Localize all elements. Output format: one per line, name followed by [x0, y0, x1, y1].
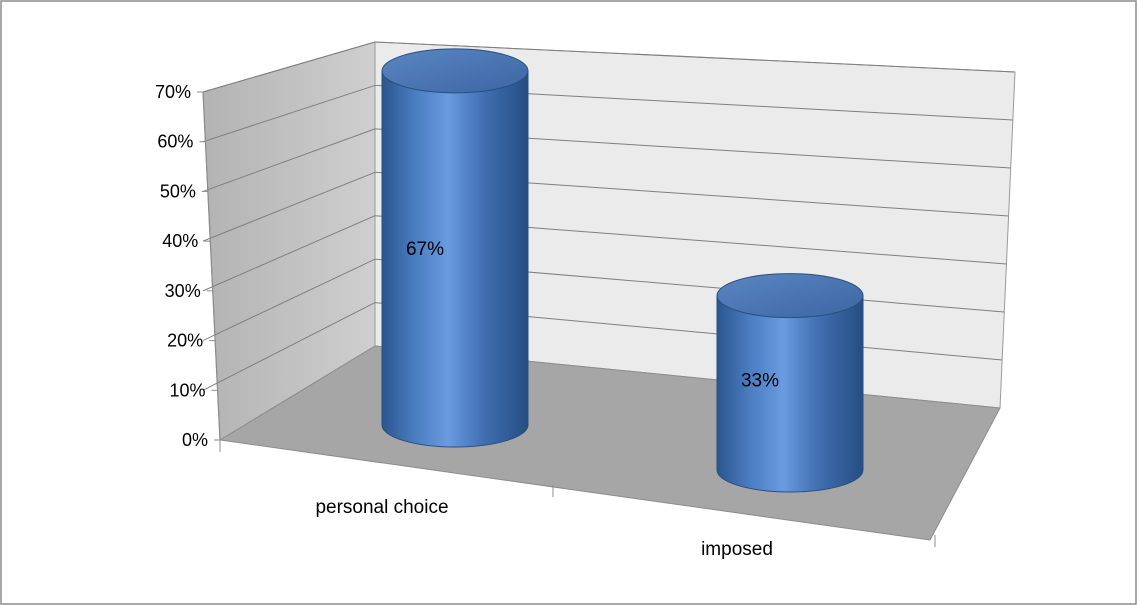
bar-top [716, 273, 864, 319]
data-label: 67% [406, 239, 444, 260]
gridline [202, 171, 376, 242]
bar-body [716, 295, 864, 493]
gridline [202, 128, 376, 192]
y-axis-line [202, 91, 221, 441]
bar-2: 33% [716, 273, 864, 493]
y-axis [197, 91, 936, 547]
x-category-labels: personal choice imposed [315, 497, 772, 560]
y-tick-label: 70% [155, 82, 191, 102]
y-tick-label: 40% [162, 231, 198, 251]
y-tick-label: 50% [160, 181, 196, 201]
gridline [202, 41, 376, 93]
category-label: personal choice [315, 497, 448, 518]
gridline [202, 215, 376, 292]
bar-top [381, 48, 529, 94]
data-label: 33% [741, 370, 779, 391]
gridline [202, 84, 376, 143]
gridline [202, 302, 376, 391]
y-tick-label: 60% [157, 132, 193, 152]
y-tick-labels: 0% 10% 20% 30% 40% 50% 60% 70% [155, 82, 208, 450]
y-tick-label: 20% [167, 331, 203, 351]
bars: 67% 33% [381, 48, 864, 493]
y-tick-label: 10% [170, 380, 206, 400]
category-label: imposed [701, 539, 773, 560]
y-tick-label: 30% [165, 281, 201, 301]
gridline [374, 41, 1016, 73]
bar-1: 67% [381, 48, 529, 448]
gridline [202, 258, 376, 342]
y-tick-label: 0% [182, 430, 208, 450]
bar-body [381, 70, 529, 448]
